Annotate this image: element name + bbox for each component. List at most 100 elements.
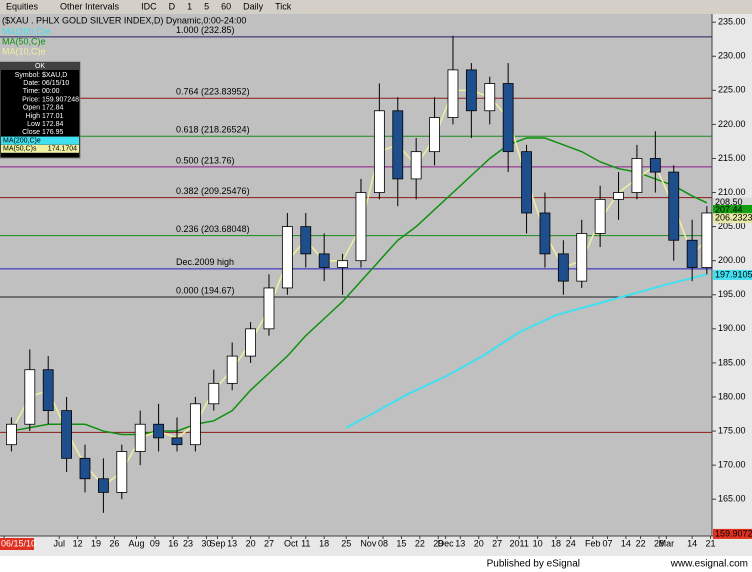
x-tick-label: 13 bbox=[455, 538, 465, 548]
x-tick-label: 18 bbox=[551, 538, 561, 548]
toolbar-item[interactable]: D bbox=[169, 1, 176, 11]
level-label: 0.500 (213.76) bbox=[176, 155, 235, 165]
x-tick-label: 07 bbox=[602, 538, 612, 548]
publisher: Published by eSignal bbox=[487, 559, 580, 570]
x-tick-label: 23 bbox=[183, 538, 193, 548]
x-tick-label: 20 bbox=[246, 538, 256, 548]
toolbar-item[interactable]: IDC bbox=[141, 1, 157, 11]
data-window-header: OK bbox=[35, 63, 45, 70]
x-tick-label: 14 bbox=[687, 538, 697, 548]
level-label: 0.618 (218.26524) bbox=[176, 125, 250, 135]
x-tick-label: 14 bbox=[621, 538, 631, 548]
last-value-box bbox=[713, 528, 752, 539]
data-window-value: 06/15/10 bbox=[42, 80, 69, 87]
x-tick-label: 30 bbox=[201, 538, 211, 548]
data-window-value: 174.1704 bbox=[48, 146, 77, 153]
candle-body bbox=[79, 457, 91, 480]
toolbar-item[interactable]: 5 bbox=[204, 1, 209, 11]
data-window-label: Open bbox=[23, 105, 40, 112]
candle-body bbox=[42, 369, 54, 412]
x-tick-label: 09 bbox=[150, 538, 160, 548]
data-window-value: 172.84 bbox=[42, 105, 64, 112]
legend-entry: MA(10,C)e bbox=[2, 46, 46, 56]
data-window-label: Price: bbox=[22, 96, 40, 103]
data-window-value: 176.95 bbox=[42, 129, 64, 136]
x-tick-label: 27 bbox=[264, 538, 274, 548]
candle-body bbox=[226, 355, 238, 384]
toolbar-item[interactable]: Tick bbox=[275, 1, 292, 11]
level-label: 0.000 (194.67) bbox=[176, 285, 235, 295]
x-tick-label: Mar bbox=[659, 538, 675, 548]
data-window-label: High bbox=[26, 113, 41, 120]
candle-body bbox=[484, 83, 496, 112]
y-tick-label: 215.00 bbox=[718, 153, 746, 163]
candle-body bbox=[539, 212, 551, 255]
x-tick-label: 22 bbox=[636, 538, 646, 548]
y-tick-label: 235.00 bbox=[718, 17, 746, 27]
toolbar-item[interactable]: Daily bbox=[243, 1, 264, 11]
data-window-value: $XAU,D bbox=[42, 72, 67, 79]
y-tick-label: 220.00 bbox=[718, 119, 746, 129]
x-tick-label: Aug bbox=[129, 538, 145, 548]
chart-title: ($XAU . PHLX GOLD SILVER INDEX,D) Dynami… bbox=[2, 15, 246, 25]
footer bbox=[0, 556, 752, 572]
candle-body bbox=[61, 410, 73, 459]
data-window-value: 159.907248 bbox=[42, 96, 79, 103]
y-tick-label: 195.00 bbox=[718, 289, 746, 299]
legend-entry: MA(50,C)e bbox=[2, 36, 46, 46]
y-tick-label: 175.00 bbox=[718, 425, 746, 435]
x-tick-label: Dec bbox=[438, 538, 455, 548]
x-tick-label: 27 bbox=[492, 538, 502, 548]
x-tick-label: 24 bbox=[566, 538, 576, 548]
last-value-box bbox=[713, 204, 752, 215]
candle-body bbox=[410, 151, 422, 180]
candle-body bbox=[116, 451, 128, 493]
candle-body bbox=[668, 171, 680, 241]
level-label: Dec.2009 high bbox=[176, 257, 234, 267]
x-tick-label: 12 bbox=[73, 538, 83, 548]
candle-body bbox=[392, 110, 404, 180]
data-window-header-bar bbox=[0, 62, 80, 70]
candle-body bbox=[686, 239, 698, 268]
x-tick-label: 16 bbox=[168, 538, 178, 548]
data-window-row-bg bbox=[1, 144, 79, 153]
x-tick-label: Jul bbox=[53, 538, 65, 548]
candle-body bbox=[429, 117, 440, 153]
toolbar-item[interactable]: Other Intervals bbox=[60, 1, 120, 11]
candle-body bbox=[208, 382, 220, 405]
data-window-label: Low bbox=[27, 121, 41, 128]
x-tick-label: 2011 bbox=[510, 538, 529, 548]
x-tick-label: Nov bbox=[360, 538, 377, 548]
last-value-label: 197.9105 bbox=[715, 269, 752, 279]
candle-body bbox=[24, 369, 36, 425]
last-value-box bbox=[713, 213, 752, 224]
x-tick-label: 25 bbox=[341, 538, 351, 548]
data-window-value: 172.84 bbox=[42, 121, 64, 128]
level-label: 0.236 (203.68048) bbox=[176, 224, 250, 234]
toolbar bbox=[0, 0, 752, 14]
toolbar-item[interactable]: 60 bbox=[221, 1, 231, 11]
x-tick-label: Oct bbox=[284, 538, 299, 548]
candle-body bbox=[171, 437, 183, 446]
candle-body bbox=[300, 226, 312, 255]
data-window-label: Symbol: bbox=[15, 72, 40, 79]
x-tick-label: 20 bbox=[474, 538, 484, 548]
y-tick-label: 185.00 bbox=[718, 357, 746, 367]
candle-body bbox=[594, 198, 606, 234]
data-window-value: 00:00 bbox=[42, 88, 60, 95]
candle-body bbox=[6, 423, 17, 446]
toolbar-item[interactable]: Equities bbox=[6, 1, 39, 11]
last-value-box bbox=[713, 269, 752, 280]
x-tick-label: 06/15/10 bbox=[1, 538, 36, 548]
candle-body bbox=[521, 151, 532, 214]
x-tick-label: 08 bbox=[378, 538, 388, 548]
toolbar-item[interactable]: 1 bbox=[187, 1, 192, 11]
x-tick-label: 26 bbox=[109, 538, 119, 548]
x-tick-label: Feb bbox=[585, 538, 601, 548]
candle-body bbox=[97, 478, 109, 493]
ma-line bbox=[11, 137, 708, 436]
candle-body bbox=[576, 233, 588, 282]
